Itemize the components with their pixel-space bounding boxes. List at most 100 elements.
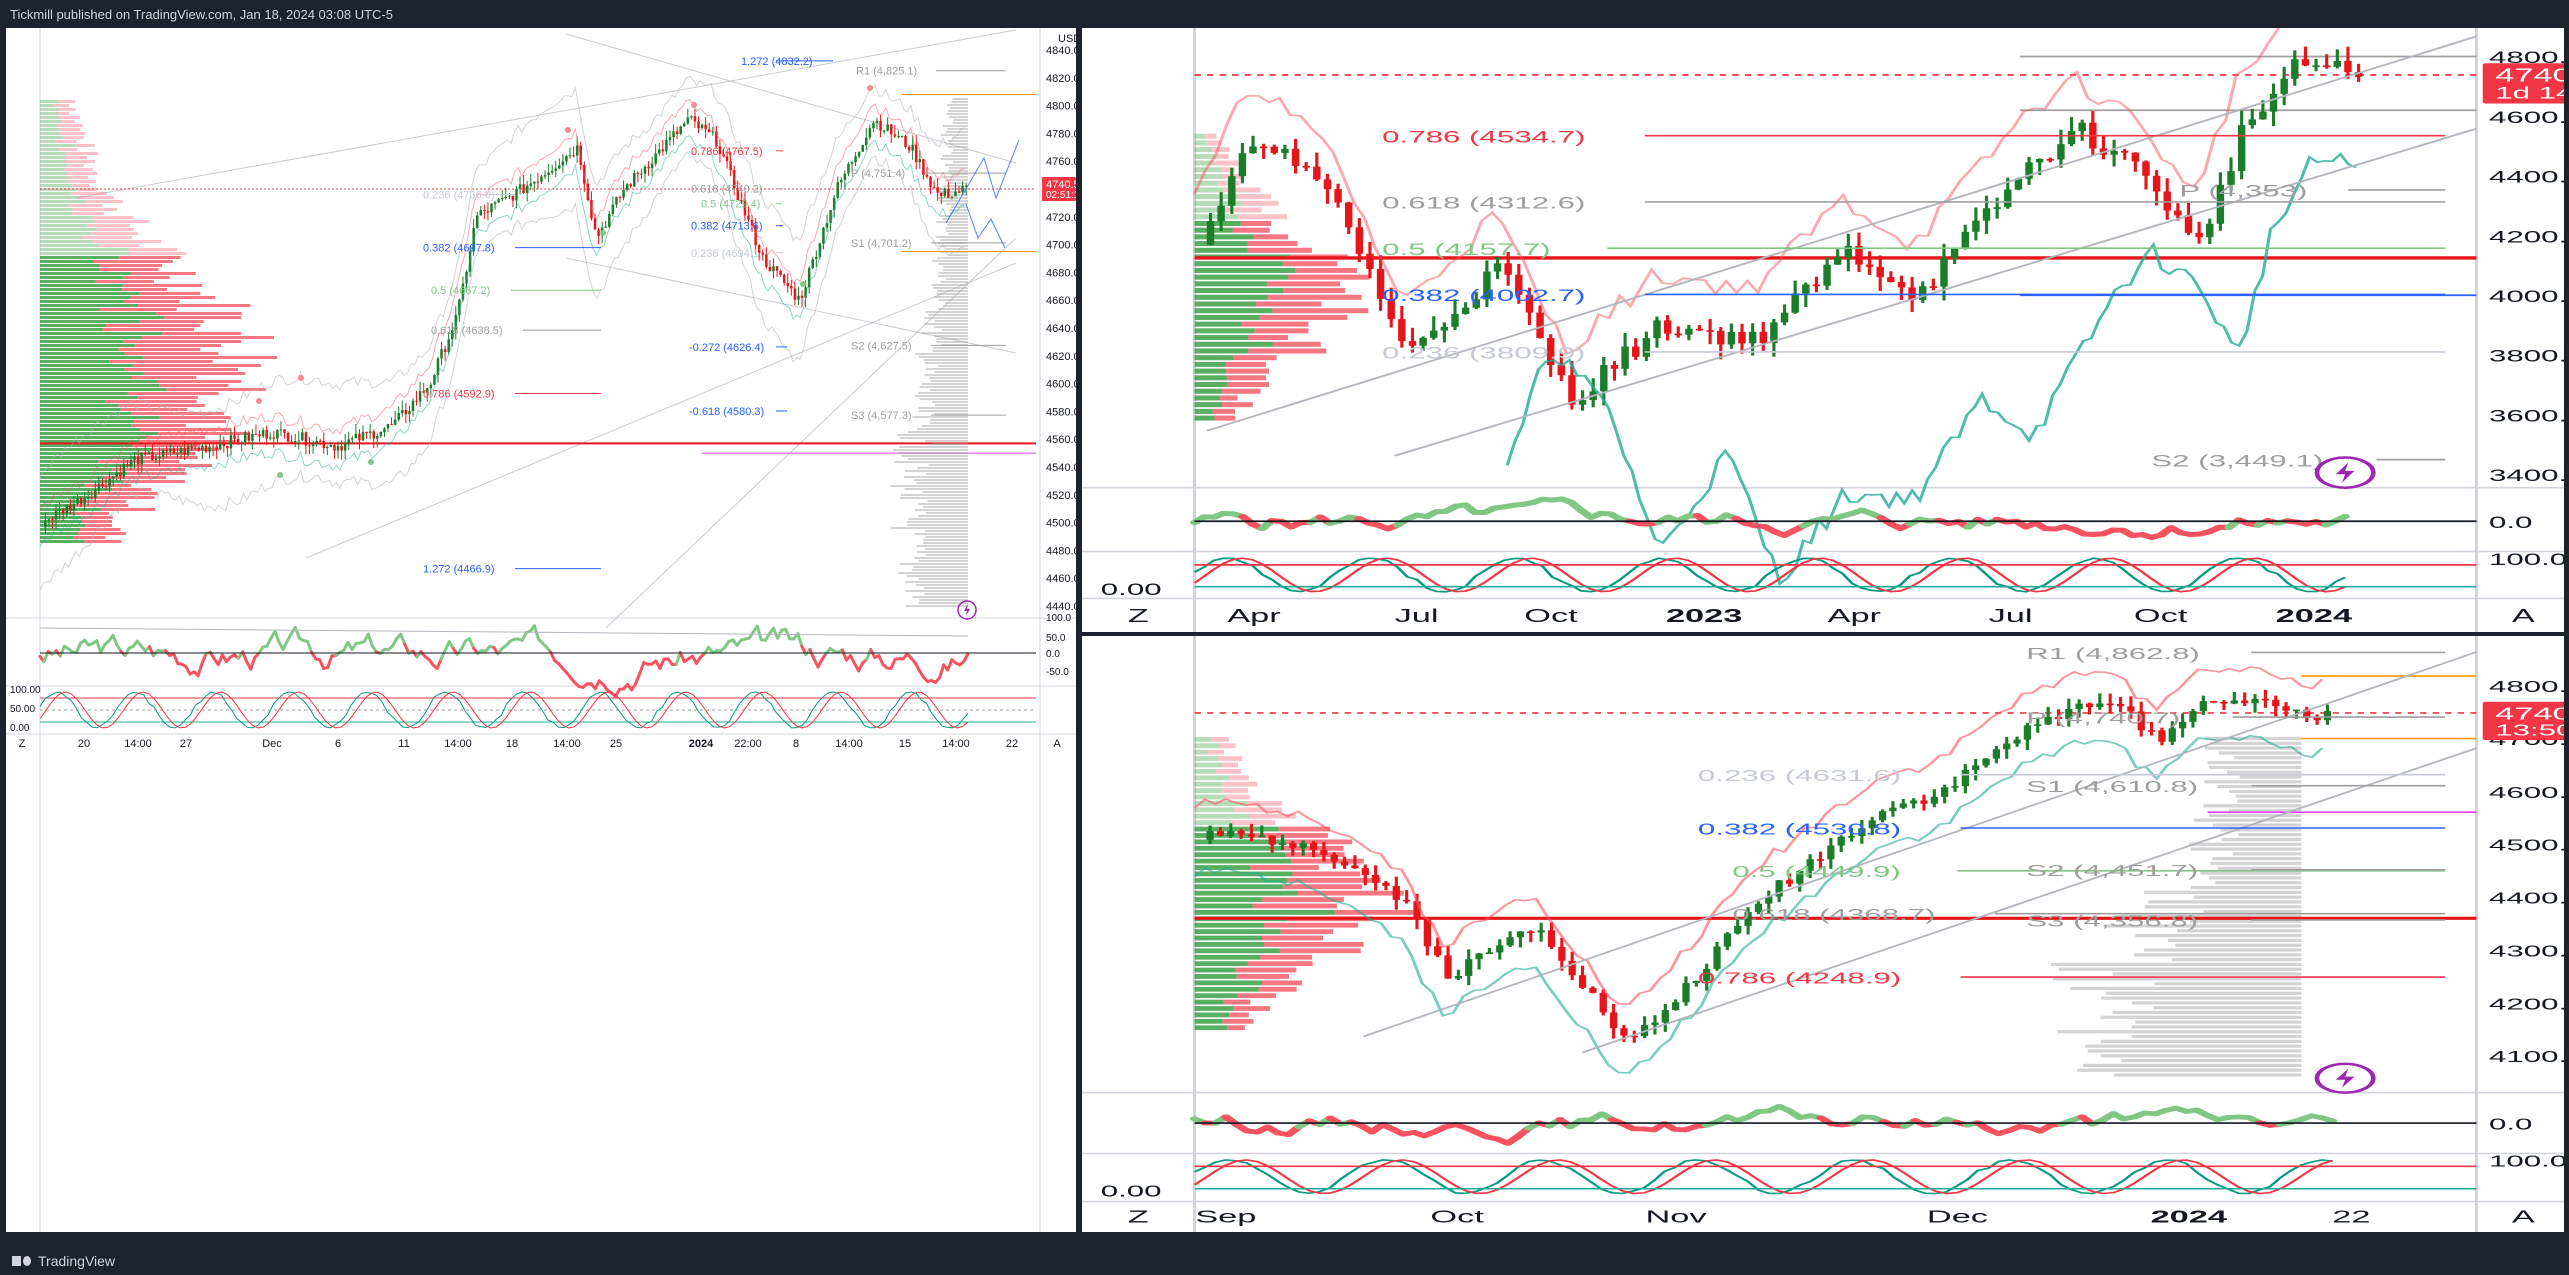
candle-down (776, 266, 778, 270)
candle-up (712, 131, 714, 132)
session-profile-bar (935, 335, 968, 337)
candle-down (1334, 189, 1341, 202)
lightning-icon[interactable] (2317, 1064, 2373, 1093)
candle-down (2272, 700, 2279, 706)
session-profile-bar (900, 497, 968, 499)
candle-up (98, 484, 100, 490)
volume-profile-buy-bar (40, 152, 66, 155)
candle-down (101, 484, 103, 486)
time-axis-tick: 2024 (2151, 1206, 2228, 1226)
session-profile-bar (2155, 982, 2302, 985)
volume-profile-buy-bar (40, 460, 98, 463)
candle-up (1258, 836, 1265, 838)
candle-down (1558, 365, 1565, 375)
session-profile-bar (901, 455, 968, 457)
session-profile-bar (940, 200, 968, 202)
candle-up (526, 186, 528, 193)
candle-up (1281, 149, 1288, 153)
candle-up (665, 140, 667, 151)
daily-chart-panel[interactable]: 4800.04700.04600.04500.04400.04300.04200… (1082, 636, 2564, 1232)
session-profile-bar (925, 530, 968, 532)
oscillator-segment (295, 627, 299, 638)
session-profile-bar (2210, 742, 2301, 745)
volume-profile-sell-bar (1279, 827, 1330, 832)
candle-down (787, 283, 789, 286)
candle-up (1653, 320, 1660, 338)
volume-profile-buy-bar (1195, 234, 1254, 239)
candle-up (1972, 765, 1979, 770)
volume-profile-buy-bar (1195, 948, 1280, 953)
weekly-chart-panel[interactable]: 4800.04600.04400.04200.04000.03800.03600… (1082, 28, 2564, 632)
volume-profile-sell-bar (94, 260, 173, 263)
candle-up (155, 458, 157, 460)
lightning-icon[interactable] (2317, 458, 2373, 488)
tradingview-logo[interactable]: TradingView (12, 1247, 115, 1275)
session-profile-bar (915, 533, 968, 535)
volume-profile-buy-bar (40, 340, 123, 343)
volume-profile-buy-bar (1195, 974, 1237, 979)
main-chart-svg[interactable]: USD4840.04820.04800.04780.04760.04740.04… (6, 28, 1076, 1232)
stoch-axis-tick: 0.00 (1101, 1183, 1162, 1200)
candle-up (73, 504, 75, 511)
candle-down (1527, 931, 1534, 933)
candle-up (633, 173, 635, 186)
candle-down (265, 430, 267, 439)
session-profile-bar (940, 239, 968, 241)
candle-down (2142, 161, 2149, 175)
candle-up (262, 430, 264, 436)
tradingview-logo-icon (12, 1254, 32, 1268)
price-axis-tick: 4520.0 (1046, 490, 1076, 502)
candle-up (562, 161, 564, 165)
volume-profile-buy-bar (40, 176, 68, 179)
volume-profile-buy-bar (40, 452, 141, 455)
time-axis-tick: 2023 (1666, 605, 1742, 626)
price-tag-countdown: 02:51:15 (1046, 190, 1076, 201)
volume-profile-buy-bar (40, 192, 71, 195)
candle-down (1310, 843, 1317, 850)
session-profile-bar (942, 218, 968, 220)
volume-profile-buy-bar (40, 324, 106, 327)
volume-profile-buy-bar (40, 376, 132, 379)
swing-marker (256, 398, 262, 404)
candle-up (2280, 79, 2287, 94)
price-axis-tick: 3800.0 (2489, 347, 2564, 366)
candle-up (544, 175, 546, 176)
fib-level-label: 0.382 (4002.7) (1382, 286, 1585, 305)
main-chart-panel[interactable]: USD4840.04820.04800.04780.04760.04740.04… (6, 28, 1076, 1232)
volume-profile-buy-bar (40, 416, 159, 419)
lightning-icon-bolt (2336, 463, 2355, 483)
volume-profile-sell-bar (1229, 775, 1249, 780)
session-profile-bar (2144, 948, 2301, 951)
session-profile-bar (918, 515, 968, 517)
volume-profile-buy-bar (40, 492, 92, 495)
candle-up (690, 116, 692, 117)
volume-profile-sell-bar (66, 160, 95, 163)
daily-chart-svg[interactable]: 4800.04700.04600.04500.04400.04300.04200… (1082, 636, 2564, 1232)
volume-profile-buy-bar (40, 208, 73, 211)
session-profile-bar (937, 293, 968, 295)
weekly-chart-svg[interactable]: 4800.04600.04400.04200.04000.03800.03600… (1082, 28, 2564, 632)
price-axis-tick: 4500.0 (1046, 518, 1076, 530)
candle-up (2238, 125, 2245, 171)
price-axis-tick: 4460.0 (1046, 573, 1076, 585)
volume-profile-buy-bar (40, 244, 99, 247)
volume-profile-buy-bar (1195, 315, 1260, 320)
price-axis-tick: 4500.0 (2489, 837, 2564, 854)
oscillator-segment (401, 634, 405, 644)
session-profile-bar (933, 347, 968, 349)
candle-up (2189, 711, 2196, 722)
session-profile-bar (919, 578, 968, 580)
session-profile-bar (2237, 799, 2301, 802)
candle-up (230, 435, 232, 448)
candle-down (1568, 375, 1575, 404)
candle-up (811, 259, 813, 268)
candle-down (137, 457, 139, 465)
candle-down (2282, 706, 2289, 710)
candle-down (1424, 919, 1431, 946)
time-axis-tick: 14:00 (835, 738, 863, 750)
candle-up (2293, 710, 2300, 712)
price-tag-value: 4740.5 (2495, 65, 2564, 86)
candle-down (1403, 900, 1410, 902)
volume-profile-sell-bar (67, 180, 96, 183)
candle-down (1817, 859, 1824, 861)
